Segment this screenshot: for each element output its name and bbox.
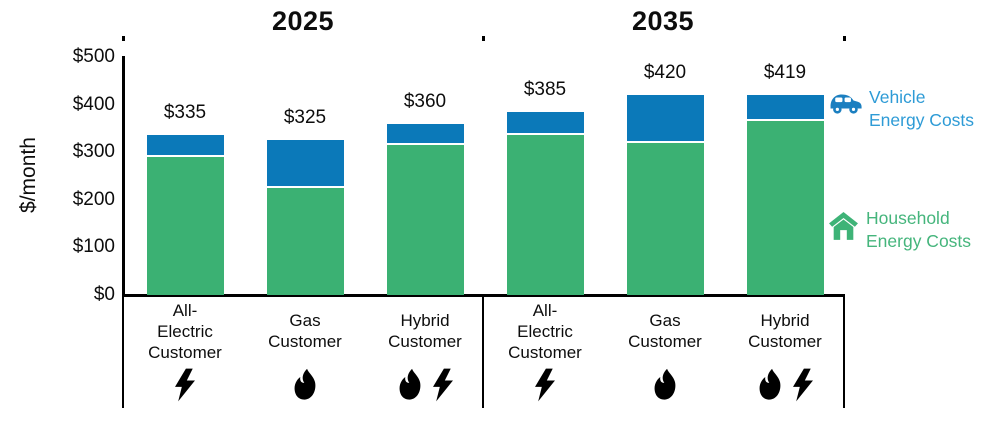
bar-segment-household (386, 144, 464, 295)
category-fuel-icons (366, 364, 484, 410)
bar-total-label: $335 (163, 102, 207, 124)
category-box-border-left (122, 296, 125, 408)
category-box-divider-middle (482, 296, 485, 408)
flame-icon (398, 367, 423, 407)
bar-segment-vehicle (146, 135, 224, 157)
category-label: All- Electric Customer (508, 300, 582, 362)
y-axis-line (122, 56, 125, 296)
y-tick-label: $500 (72, 46, 115, 67)
bar-segment-vehicle (386, 123, 464, 145)
bolt-icon (535, 366, 555, 409)
legend-household: Household Energy Costs (828, 207, 971, 253)
bar-segment-household (506, 135, 584, 295)
bar-total-label: $420 (643, 62, 687, 83)
bar-total-label: $325 (283, 107, 327, 129)
legend-vehicle: Vehicle Energy Costs (828, 86, 974, 132)
flame-icon (653, 367, 678, 407)
top-axis-tick (122, 36, 125, 41)
bar-segment-vehicle (626, 95, 704, 143)
category-fuel-icons (126, 364, 244, 410)
category-label: Hybrid Customer (388, 311, 462, 351)
y-tick-label: $400 (72, 93, 115, 115)
category-fuel-icons (606, 364, 724, 410)
bar-segment-household (146, 156, 224, 295)
panel-title-2035: 2035 (631, 6, 695, 36)
y-tick-label: $100 (72, 236, 115, 257)
top-axis-tick (482, 36, 485, 41)
category-fuel-icons (486, 364, 604, 410)
bar-segment-household (266, 187, 344, 295)
y-tick-label: $300 (72, 141, 115, 162)
bolt-icon (175, 366, 195, 409)
category-label: Hybrid Customer (748, 311, 822, 351)
flame-icon (758, 367, 783, 407)
car-icon (828, 91, 862, 120)
bar-segment-vehicle (746, 95, 824, 122)
category-fuel-icons (246, 364, 364, 410)
bolt-icon (792, 366, 813, 409)
flame-icon (293, 367, 318, 407)
category-label: Gas Customer (268, 311, 342, 351)
y-tick-label: $0 (93, 283, 115, 305)
top-axis-tick (843, 36, 846, 41)
bar-segment-vehicle (266, 140, 344, 188)
bar-segment-household (626, 142, 704, 295)
category-fuel-icons (726, 364, 844, 410)
category-label: Gas Customer (628, 311, 702, 351)
bar-segment-vehicle (506, 111, 584, 136)
bar-total-label: $385 (523, 78, 567, 100)
y-tick-label: $200 (72, 188, 115, 210)
legend-vehicle-label: Vehicle Energy Costs (869, 87, 975, 130)
legend-household-label: Household Energy Costs (866, 208, 972, 251)
bar-total-label: $419 (763, 62, 807, 84)
category-label: All- Electric Customer (148, 300, 222, 362)
bar-total-label: $360 (403, 90, 447, 112)
category-box-border-right (843, 296, 846, 408)
x-axis-baseline (122, 294, 845, 297)
house-icon (828, 212, 859, 246)
panel-title-2025: 2025 (271, 6, 335, 36)
bar-segment-household (746, 121, 824, 295)
bolt-icon (432, 366, 453, 409)
y-axis-label: $/month (17, 137, 40, 213)
